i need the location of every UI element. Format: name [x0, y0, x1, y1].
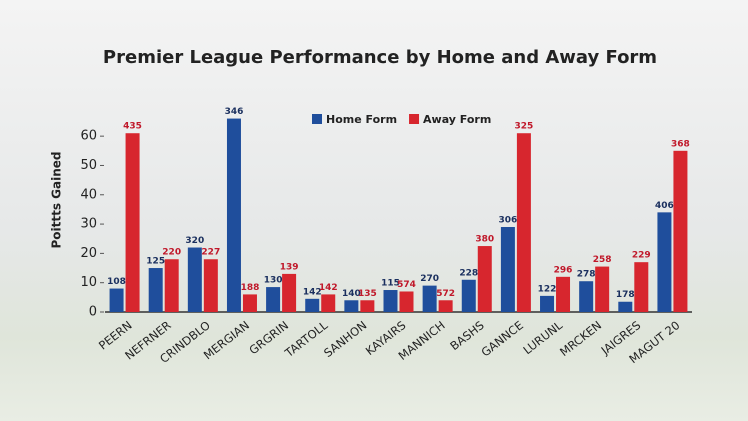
data-label: 178	[616, 290, 635, 300]
bar	[383, 290, 398, 312]
bar	[109, 288, 124, 312]
data-label: 130	[264, 276, 283, 286]
data-label: 142	[319, 283, 338, 293]
bar	[516, 133, 531, 312]
bar	[282, 273, 297, 312]
bar	[203, 259, 218, 312]
bar	[500, 227, 515, 312]
data-label: 115	[381, 279, 400, 289]
bar	[305, 298, 320, 312]
data-label: 227	[201, 248, 220, 258]
bar	[226, 118, 241, 312]
y-tick-label: 50	[80, 158, 97, 173]
data-label: 406	[655, 201, 674, 211]
y-tick-label: 20	[80, 246, 97, 261]
bar	[422, 285, 437, 312]
data-label: 296	[554, 265, 573, 275]
data-label: 368	[671, 139, 690, 149]
y-tick-label: 60	[80, 129, 97, 144]
bar	[399, 291, 414, 312]
data-label: 108	[107, 277, 126, 287]
bar	[360, 300, 375, 312]
data-label: 135	[358, 289, 377, 299]
legend-swatch	[409, 114, 420, 124]
bar	[125, 133, 140, 312]
bar	[618, 301, 633, 312]
data-label: 574	[397, 280, 416, 290]
bar	[242, 294, 257, 312]
data-label: 188	[241, 283, 260, 293]
data-label: 380	[475, 235, 494, 245]
bar	[579, 281, 594, 312]
bar	[344, 300, 359, 312]
legend-swatch	[312, 114, 322, 124]
data-label: 220	[162, 248, 181, 258]
bar	[148, 268, 163, 312]
bar	[673, 150, 688, 312]
bar	[266, 287, 281, 312]
bar	[657, 212, 672, 312]
bar	[438, 300, 453, 312]
legend-label: Home Form	[326, 113, 397, 126]
bar	[164, 259, 179, 312]
data-label: 139	[280, 262, 299, 272]
data-label: 270	[420, 274, 439, 284]
data-label: 229	[632, 251, 651, 261]
bar	[461, 279, 476, 312]
data-label: 572	[436, 289, 455, 299]
data-label: 142	[303, 287, 322, 297]
bar	[187, 247, 202, 312]
y-tick-label: 30	[80, 217, 97, 232]
data-label: 325	[515, 122, 534, 132]
bar	[634, 262, 649, 312]
data-label: 435	[123, 122, 142, 132]
y-tick-label: 10	[80, 275, 97, 290]
bar	[556, 276, 571, 312]
y-tick-label: 0	[89, 305, 97, 320]
data-label: 320	[185, 236, 204, 246]
y-tick-label: 40	[80, 187, 97, 202]
data-label: 125	[146, 257, 165, 267]
bar	[540, 295, 555, 312]
y-axis-label: Poittts Gained	[50, 151, 64, 248]
data-label: 346	[225, 107, 244, 117]
data-label: 306	[499, 216, 518, 226]
data-label: 122	[538, 284, 557, 294]
data-label: 140	[342, 289, 361, 299]
legend-label: Away Form	[423, 113, 491, 126]
bar	[477, 246, 492, 312]
bar	[321, 294, 336, 312]
data-label: 278	[577, 270, 596, 280]
data-label: 228	[459, 268, 478, 278]
bar	[595, 266, 610, 312]
data-label: 258	[593, 255, 612, 265]
chart-title: Premier League Performance by Home and A…	[103, 47, 657, 68]
